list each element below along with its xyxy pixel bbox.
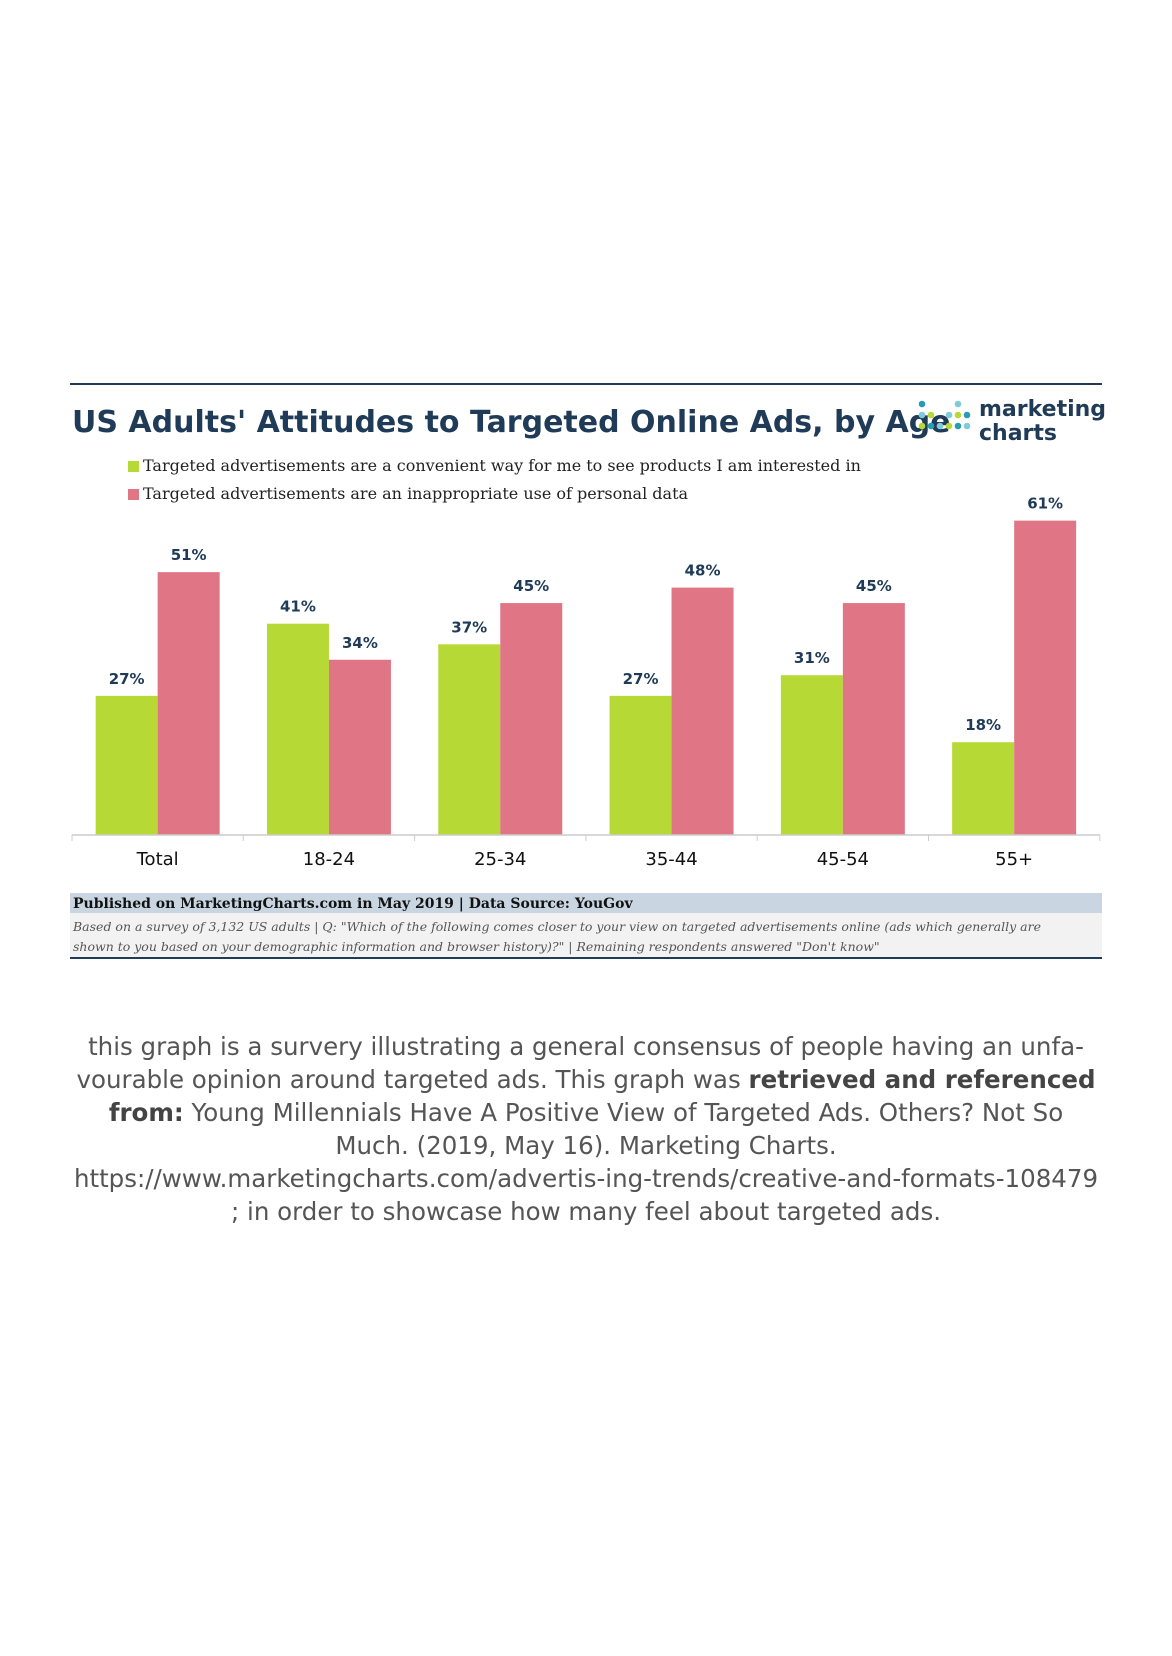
brand-dot <box>954 411 962 419</box>
footer-note-bg <box>70 913 1102 957</box>
brand-dot <box>963 411 971 419</box>
footer-note-line1: Based on a survey of 3,132 US adults | Q… <box>72 919 1041 934</box>
bar-inappropriate-55 <box>1014 520 1077 835</box>
brand-dot <box>945 411 953 419</box>
bar-inappropriate-18-24 <box>328 659 391 835</box>
footer-note-line2: shown to you based on your demographic i… <box>73 939 880 954</box>
value-label-inappropriate-total: 51% <box>171 546 207 564</box>
bar-convenient-55 <box>952 742 1015 835</box>
legend-label-convenient: Targeted advertisements are a convenient… <box>143 456 861 475</box>
value-label-inappropriate-55: 61% <box>1027 495 1063 513</box>
footer-banner <box>70 893 1102 913</box>
brand-dot <box>927 411 935 419</box>
brand-name-line2: charts <box>979 421 1057 446</box>
legend-swatch-convenient <box>128 461 139 472</box>
bar-convenient-25-34 <box>438 644 501 835</box>
x-axis-ticks <box>71 835 1101 841</box>
brand-logo-icon <box>918 400 971 430</box>
footer-published: Published on MarketingCharts.com in May … <box>73 896 633 912</box>
bar-inappropriate-45-54 <box>842 603 905 835</box>
brand-dot <box>945 422 953 430</box>
brand-dot <box>918 422 926 430</box>
brand-dot <box>954 400 962 408</box>
chart-title: US Adults' Attitudes to Targeted Online … <box>72 405 951 440</box>
value-label-inappropriate-25-34: 45% <box>513 577 549 595</box>
value-label-inappropriate-35-44: 48% <box>685 562 721 580</box>
value-label-convenient-45-54: 31% <box>794 649 830 667</box>
category-label-35-44: 35-44 <box>645 849 697 870</box>
caption-bold: retrieved and referenced from: <box>108 1064 1096 1127</box>
bars-group <box>95 520 1077 835</box>
brand-dot <box>936 422 944 430</box>
bar-chart: US Adults' Attitudes to Targeted Online … <box>70 383 1106 959</box>
category-label-18-24: 18-24 <box>303 849 355 870</box>
legend-swatch-inappropriate <box>128 489 139 500</box>
value-label-convenient-18-24: 41% <box>280 598 316 616</box>
category-label-25-34: 25-34 <box>474 849 526 870</box>
category-label-45-54: 45-54 <box>817 849 869 870</box>
value-label-convenient-55: 18% <box>965 716 1001 734</box>
brand-dot <box>927 422 935 430</box>
caption-text-2: Young Millennials Have A Positive View o… <box>73 1097 1099 1226</box>
bar-convenient-45-54 <box>780 675 843 835</box>
value-label-inappropriate-18-24: 34% <box>342 634 378 652</box>
category-labels-group: Total 18-24 25-34 35-44 45-54 55+ <box>136 849 1034 870</box>
category-label-55: 55+ <box>995 849 1033 870</box>
bar-convenient-18-24 <box>266 623 329 835</box>
bar-inappropriate-35-44 <box>671 587 734 835</box>
legend-label-inappropriate: Targeted advertisements are an inappropr… <box>143 484 688 503</box>
brand-dot <box>963 422 971 430</box>
caption-text-1: this graph is a survery illustrating a g… <box>76 1031 1084 1094</box>
chart-figure: US Adults' Attitudes to Targeted Online … <box>70 383 1106 959</box>
brand-dot <box>918 411 926 419</box>
value-labels-group: 27% 51% 41% 34% 37% 45% 27% 48% 31% 45% 18% 61% <box>109 495 1063 735</box>
value-label-convenient-25-34: 37% <box>451 618 487 636</box>
value-label-convenient-35-44: 27% <box>623 670 659 688</box>
bar-inappropriate-total <box>157 572 220 835</box>
bar-convenient-35-44 <box>609 695 672 835</box>
brand-name-line1: marketing <box>979 397 1106 422</box>
bar-inappropriate-25-34 <box>500 603 563 835</box>
brand-dot <box>918 400 926 408</box>
bar-convenient-total <box>95 695 158 835</box>
category-label-total: Total <box>136 849 179 870</box>
brand-dot <box>954 422 962 430</box>
value-label-inappropriate-45-54: 45% <box>856 577 892 595</box>
caption-paragraph: this graph is a survery illustrating a g… <box>70 1030 1102 1228</box>
value-label-convenient-total: 27% <box>109 670 145 688</box>
